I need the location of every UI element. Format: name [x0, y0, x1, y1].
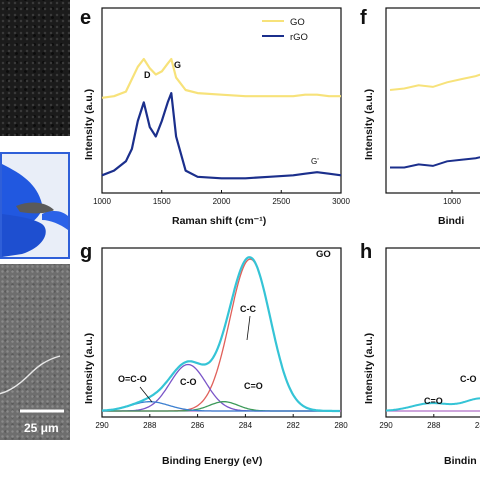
raman-tick-label: 1000: [93, 197, 111, 206]
panel-g-letter: g: [80, 241, 92, 263]
f-series-rgo: [390, 156, 480, 169]
xps-axes: 290 288 286 284 282 280: [95, 247, 348, 430]
raman-axes: 1000 1500 2000 2500 3000: [93, 7, 350, 206]
fabric-photo: [0, 0, 70, 136]
panel-h-letter: h: [360, 241, 372, 263]
xps-tick-label: 286: [191, 421, 205, 430]
h-envelope: [386, 397, 480, 412]
f-series-go: [389, 73, 480, 91]
co-label: C-O: [180, 377, 197, 387]
ceqo-label: C=O: [244, 381, 263, 391]
h-ceqo-label: C=O: [424, 396, 443, 406]
panel-e-letter: e: [80, 7, 91, 29]
f-tick-label: 1000: [443, 197, 461, 206]
xps-tick-label: 288: [143, 421, 157, 430]
series-go-line: [101, 57, 341, 99]
xps-series: [101, 256, 341, 413]
xps-tick-label: 284: [239, 421, 253, 430]
panel-f-letter: f: [360, 7, 367, 29]
h-tick-label: 286: [475, 421, 480, 430]
xps-frame: [101, 247, 342, 418]
f-frame: [385, 7, 480, 194]
raman-ylabel: Intensity (a.u.): [83, 89, 95, 160]
glove-photo: [0, 152, 70, 259]
cc-label: C-C: [240, 304, 256, 314]
h-xlabel: Bindin: [444, 455, 477, 467]
h-frame: [385, 247, 480, 418]
scale-bar-label: 25 μm: [24, 421, 59, 435]
legend-go: GO: [290, 17, 305, 28]
f-xlabel: Bindi: [438, 215, 464, 227]
h-axes: 290 288 286: [379, 247, 480, 430]
f-ylabel: Intensity (a.u.): [363, 89, 375, 160]
peak-g-label: G: [174, 60, 181, 70]
xps-ylabel: Intensity (a.u.): [83, 333, 95, 404]
raman-tick-label: 2000: [213, 197, 231, 206]
f-axes: 1000: [385, 7, 480, 206]
xps-tick-label: 290: [95, 421, 109, 430]
ococ-pointer: [139, 386, 153, 403]
sem-image: 25 μm: [0, 264, 70, 440]
raman-tick-label: 1500: [153, 197, 171, 206]
raman-series: [101, 57, 342, 180]
cc-pointer: [246, 315, 251, 341]
h-co-label: C-O: [460, 374, 477, 384]
xps-tick-label: 280: [334, 421, 348, 430]
peak-d-label: D: [144, 70, 151, 80]
peak-oco-curve: [101, 401, 340, 412]
legend-rgo: rGO: [290, 32, 308, 43]
h-ylabel: Intensity (a.u.): [363, 333, 375, 404]
raman-legend: GO rGO: [262, 17, 308, 43]
f-series: [389, 73, 480, 169]
xps-envelope: [101, 256, 340, 413]
peak-cc-curve: [102, 258, 340, 412]
series-rgo-line: [101, 91, 342, 180]
xps-legend-go: GO: [316, 249, 331, 260]
peak-g2-label: G': [311, 157, 319, 166]
xps-tick-label: 282: [287, 421, 301, 430]
h-tick-label: 288: [427, 421, 441, 430]
raman-tick-label: 3000: [332, 197, 350, 206]
ococ-label: O=C-O: [118, 374, 147, 384]
xps-xlabel: Binding Energy (eV): [162, 455, 262, 467]
h-tick-label: 290: [379, 421, 393, 430]
raman-xlabel: Raman shift (cm⁻¹): [172, 215, 266, 227]
h-series: [386, 397, 480, 412]
raman-tick-label: 2500: [272, 197, 290, 206]
